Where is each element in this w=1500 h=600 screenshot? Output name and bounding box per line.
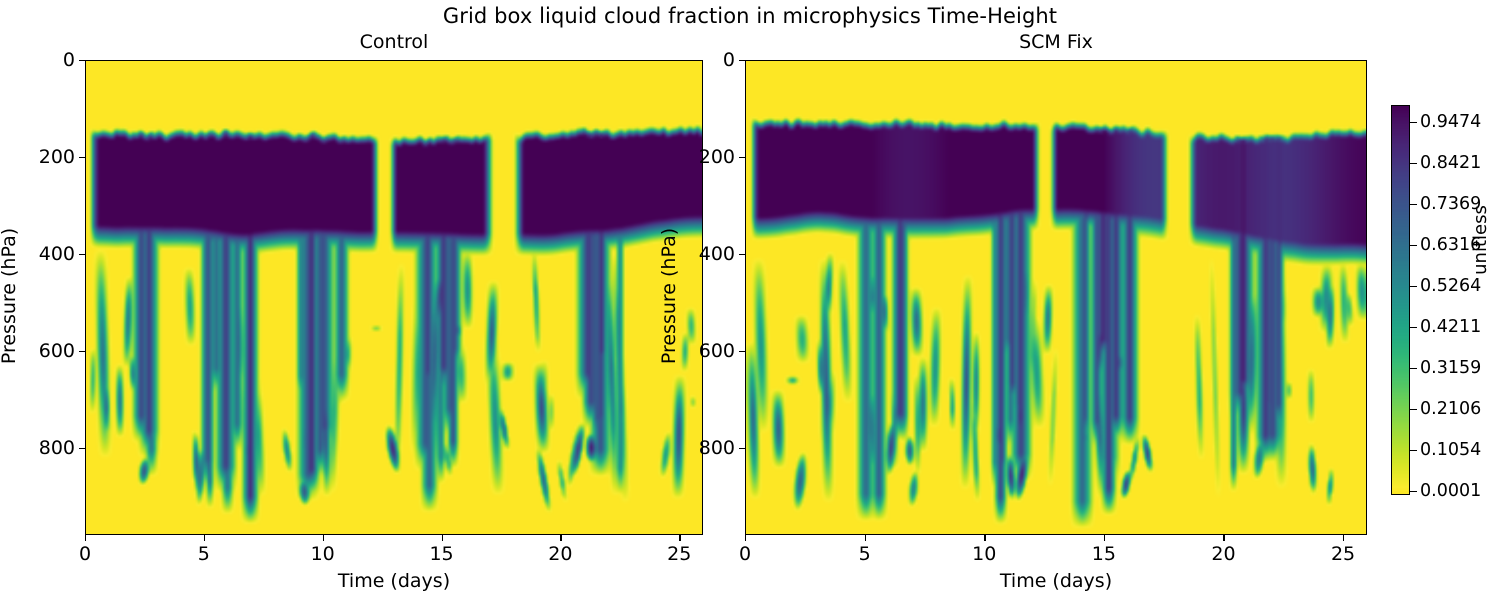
x-tickmark-panel1-20 [560, 535, 562, 541]
colorbar-tickmark-6 [1410, 244, 1417, 246]
colorbar-tickmark-2 [1410, 408, 1417, 411]
x-tick-label-panel1-10: 10 [310, 543, 335, 565]
y-tickmark-panel2-400 [739, 253, 745, 256]
colorbar-tickmark-8 [1410, 162, 1417, 164]
x-tick-label-panel1-25: 25 [667, 543, 692, 565]
y-tick-label-panel1-800: 800 [38, 436, 75, 459]
panel-title-scm-fix: SCM Fix [1019, 31, 1093, 53]
colorbar-tick-label-2: 0.2106 [1420, 398, 1482, 419]
x-tick-label-panel2-0: 0 [738, 543, 752, 565]
y-tickmark-panel1-0 [79, 60, 85, 62]
colorbar-tick-label-9: 0.9474 [1420, 111, 1482, 132]
x-tick-label-panel1-0: 0 [78, 543, 92, 565]
colorbar-tickmark-7 [1410, 203, 1417, 205]
figure-title: Grid box liquid cloud fraction in microp… [442, 4, 1058, 28]
x-tick-label-panel2-5: 5 [858, 543, 871, 565]
y-tickmark-panel1-200 [79, 156, 85, 159]
heatmap-image-control [86, 61, 702, 534]
y-tick-label-panel2-0: 0 [722, 49, 735, 71]
y-tick-label-panel2-800: 800 [698, 436, 735, 459]
heatmap-panel-scm-fix [745, 60, 1367, 535]
x-tickmark-panel1-10 [322, 535, 324, 541]
x-tickmark-panel1-15 [441, 535, 443, 541]
y-tick-label-panel1-200: 200 [38, 145, 75, 168]
x-tickmark-panel1-5 [203, 535, 206, 541]
colorbar-tick-label-0: 0.0001 [1420, 481, 1482, 501]
x-tickmark-panel1-0 [85, 535, 87, 541]
colorbar-gradient [1392, 106, 1409, 494]
y-tickmark-panel1-400 [79, 253, 85, 256]
x-tickmark-panel2-10 [984, 535, 986, 541]
colorbar-tick-label-4: 0.4211 [1420, 316, 1482, 337]
colorbar-tickmark-4 [1410, 326, 1417, 329]
x-tickmark-panel2-15 [1103, 535, 1106, 541]
colorbar-tickmark-5 [1410, 285, 1417, 288]
x-tick-label-panel1-15: 15 [429, 543, 454, 565]
x-tick-label-panel2-25: 25 [1330, 543, 1356, 565]
y-tick-label-panel2-400: 400 [698, 242, 735, 265]
colorbar-tickmark-1 [1410, 449, 1417, 452]
x-tickmark-panel2-20 [1223, 535, 1225, 541]
x-tickmark-panel2-25 [1343, 535, 1345, 541]
colorbar-tick-label-1: 0.1054 [1420, 439, 1482, 460]
colorbar-tickmark-9 [1410, 121, 1417, 123]
x-tick-label-panel2-10: 10 [972, 543, 997, 565]
x-tick-label-panel2-15: 15 [1091, 543, 1116, 565]
colorbar-tick-label-5: 0.5264 [1420, 275, 1482, 296]
colorbar-tick-label-6: 0.6316 [1420, 234, 1482, 255]
x-axis-label-scm-fix: Time (days) [999, 570, 1113, 592]
x-tickmark-panel2-5 [864, 535, 866, 541]
y-tickmark-panel1-600 [79, 350, 85, 353]
x-tick-label-panel1-5: 5 [197, 543, 210, 565]
heatmap-image-scm-fix [746, 61, 1366, 534]
x-tickmark-panel2-0 [745, 535, 747, 541]
x-tick-label-panel2-20: 20 [1211, 543, 1236, 565]
y-tickmark-panel2-600 [739, 350, 745, 353]
y-tick-label-panel2-200: 200 [698, 145, 735, 168]
panel-title-control: Control [359, 31, 429, 53]
y-tick-label-panel1-400: 400 [38, 242, 75, 265]
y-tickmark-panel1-800 [79, 447, 85, 450]
y-tick-label-panel1-600: 600 [38, 339, 75, 362]
y-tickmark-panel2-200 [739, 156, 745, 159]
y-tickmark-panel2-800 [739, 447, 745, 450]
colorbar-tickmark-3 [1410, 367, 1417, 370]
colorbar-tick-label-3: 0.3159 [1420, 357, 1482, 378]
colorbar-tick-label-7: 0.7369 [1420, 193, 1482, 214]
y-tick-label-panel2-600: 600 [698, 339, 735, 362]
colorbar-tick-label-8: 0.8421 [1420, 152, 1482, 173]
heatmap-panel-control [85, 60, 703, 535]
y-axis-label-scm-fix: Pressure (hPa) [658, 227, 680, 364]
colorbar [1391, 105, 1410, 495]
x-axis-label-control: Time (days) [337, 570, 451, 592]
y-tick-label-panel1-0: 0 [62, 49, 75, 71]
y-tickmark-panel2-0 [739, 60, 745, 62]
colorbar-tickmark-0 [1410, 491, 1417, 493]
x-tick-label-panel1-20: 20 [548, 543, 573, 565]
y-axis-label-control: Pressure (hPa) [0, 227, 20, 364]
x-tickmark-panel1-25 [679, 535, 681, 541]
